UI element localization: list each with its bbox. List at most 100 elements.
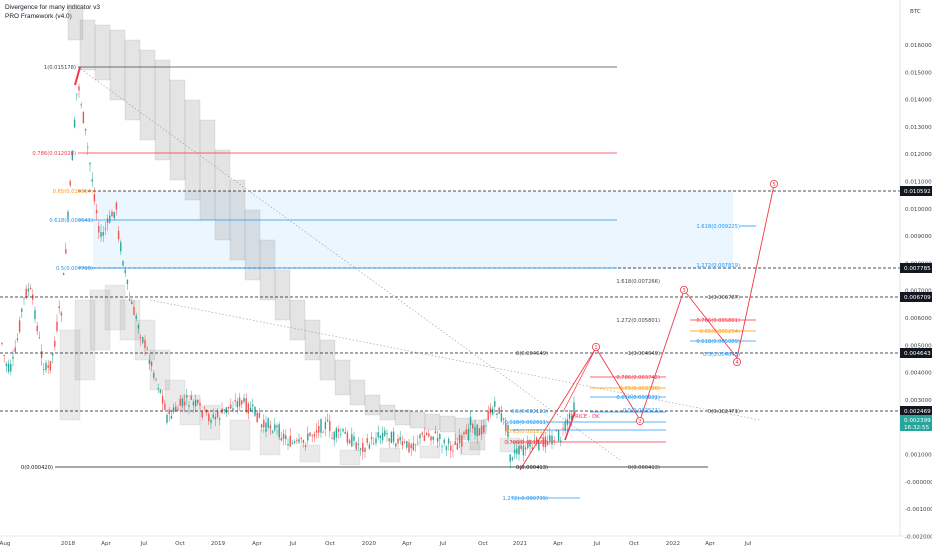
x-tick-label: 2019 [211,541,226,547]
x-tick-label: Oct [478,541,488,547]
fib-labels-right: 1.618(0.009225) 1.272(0.007819) 1.618(0.… [616,224,740,471]
fib-label: 0.65(0.001812) [508,429,548,435]
y-tick-label: 0.009000 [905,234,932,240]
price-tag: 0.002469 [904,409,931,415]
fib-label: 0(0.000413) [516,465,548,471]
x-tick-label: 2022 [666,541,680,547]
fib-lines [0,66,900,499]
x-tick-label: Jul [439,541,447,547]
y-tick-label: 0.016000 [905,43,932,49]
price-label: PRICE · DK [572,414,600,420]
svg-text:3: 3 [682,288,685,294]
x-tick-label: 2020 [362,541,377,547]
fib-zone-shade [93,191,733,269]
y-tick-label: 0.013000 [905,125,932,131]
indicator-name[interactable]: Divergence for many indicator v3 [5,4,101,11]
fib-label: 1.272(-0.000739) [502,496,548,502]
y-tick-label: 0.004000 [905,371,932,377]
fib-label: 0.65(0.010604) [53,189,93,195]
svg-text:1.618(0.009225): 1.618(0.009225) [696,224,740,230]
x-tick-label: Apr [553,541,563,547]
price-tag: 0.010592 [904,189,931,195]
x-tick-label: Jul [289,541,297,547]
x-tick-label: Oct [325,541,335,547]
svg-text:0.786(0.005801): 0.786(0.005801) [696,318,740,324]
x-tick-label: Jul [593,541,601,547]
svg-text:1(0.004649): 1(0.004649) [628,351,660,357]
fib-label: 0.786(0.012028) [32,151,76,157]
x-tick-label: Apr [252,541,262,547]
svg-text:2: 2 [638,419,641,425]
svg-text:0.65(0.003336): 0.65(0.003336) [620,386,660,392]
price-tag: 0.004643 [904,351,931,357]
fib-label: 0(0.004649) [516,351,548,357]
x-tick-label: Oct [175,541,185,547]
y-tick-label: 0.012000 [905,152,932,158]
wave-projection-alt [562,347,597,413]
cloud-band [59,4,521,466]
fib-labels-mid: 0.5(0.002121) 0.618(0.002011) 0.65(0.001… [502,351,548,502]
current-price-tag: 0.002399 [904,418,931,424]
framework-name[interactable]: PRO Framework (v4.0) [5,13,72,20]
x-tick-label: 2018 [61,541,76,547]
svg-text:1.272(0.005801): 1.272(0.005801) [616,318,660,324]
y-tick-label: 0.011000 [905,180,932,186]
x-tick-label: Apr [402,541,412,547]
currency-label: BTC [910,9,921,15]
fib-label: 0(0.000420) [21,465,53,471]
fib-labels-left: 1(0.015178) 0.786(0.012028) 0.65(0.01060… [21,65,93,471]
x-tick-label: Jul [744,541,752,547]
x-tick-label: Oct [629,541,639,547]
y-tick-label: 0.003000 [905,398,932,404]
y-tick-label: -0.002000 [905,534,932,540]
svg-text:5: 5 [772,182,775,188]
y-tick-label: 0.006000 [905,316,932,322]
wave-2-marker: 2 [636,416,645,425]
svg-text:4: 4 [735,360,739,366]
price-tag: 0.006709 [904,295,931,301]
fib-label: 0.5(0.002121) [511,409,548,415]
svg-text:1.272(0.007819): 1.272(0.007819) [696,263,740,269]
svg-text:0(0.000413): 0(0.000413) [628,465,660,471]
y-tick-label: -0.000000 [905,480,932,486]
y-tick-label: 0.015000 [905,70,932,76]
candlesticks [1,66,576,469]
countdown-tag: 16:32:55 [904,425,930,431]
y-tick-label: 0.007000 [905,289,932,295]
x-axis[interactable]: Aug 2018 Apr Jul Oct 2019 Apr Jul Oct 2020 Apr Jul O… [0,541,752,547]
fib-label: 1(0.015178) [44,65,76,71]
svg-text:1.618(0.007266): 1.618(0.007266) [616,279,660,285]
y-tick-label: 0.001000 [905,453,932,459]
x-tick-label: Apr [705,541,715,547]
svg-text:0.5(0.002521): 0.5(0.002521) [623,408,660,414]
wave-3-marker: 3 [680,285,689,294]
fib-label: 0.5(0.007799) [56,266,93,272]
wave-1-marker: 1 [592,342,601,351]
x-tick-label: 2021 [513,541,528,547]
wave-projection [519,184,775,471]
y-tick-label: 0.005000 [905,343,932,349]
y-tick-label: 0.010000 [905,207,932,213]
y-tick-label: 0.014000 [905,98,932,104]
wave-markers: 1 2 3 4 5 [592,179,779,425]
x-tick-label: Aug [0,541,11,547]
svg-text:0(0.002471): 0(0.002471) [708,409,740,415]
fib-label: 0.786(0.001320) [504,440,548,446]
wave-5-marker: 5 [770,179,779,188]
svg-text:0.618(0.003031): 0.618(0.003031) [616,395,660,401]
svg-text:0.618(0.005089): 0.618(0.005089) [696,339,740,345]
svg-text:1: 1 [594,345,597,351]
svg-text:0.786(0.003742): 0.786(0.003742) [616,375,660,381]
fib-label: 0.618(0.002011) [504,420,548,426]
price-tags: 0.010592 0.007785 0.006709 0.004643 0.00… [900,186,932,431]
x-tick-label: Jul [140,541,148,547]
svg-text:1(0.006787): 1(0.006787) [708,295,740,301]
y-axis[interactable]: 0.016000 0.015000 0.014000 0.013000 0.012000… [905,43,932,540]
trend-lines [77,66,761,461]
svg-text:0.65(0.005294): 0.65(0.005294) [700,329,740,335]
indicator-legend[interactable]: Divergence for many indicator v3 PRO Fra… [5,3,100,21]
x-tick-label: Apr [101,541,111,547]
wave-4-marker: 4 [733,357,742,366]
svg-text:0.5(0.004643): 0.5(0.004643) [703,352,740,358]
